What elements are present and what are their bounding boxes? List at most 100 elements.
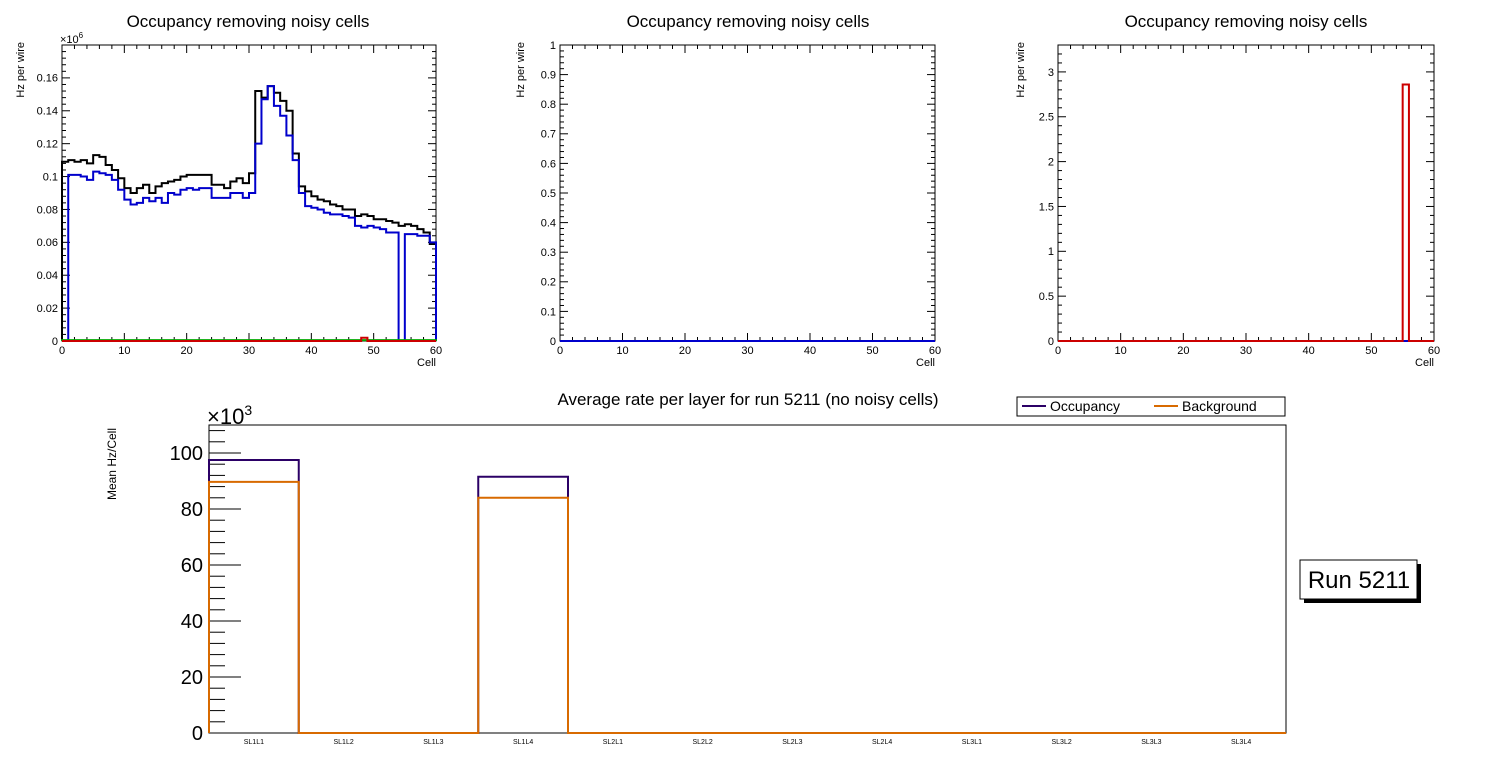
y-tick-label: 0.12 xyxy=(37,139,58,151)
series-group xyxy=(1058,83,1434,342)
y-tick-label: 0 xyxy=(1048,336,1054,348)
exponent-power: 3 xyxy=(244,402,252,418)
x-tick-label: 30 xyxy=(243,345,255,357)
x-tick-label: 40 xyxy=(305,345,317,357)
y-tick-label: 0.08 xyxy=(37,204,58,216)
y-tick-label: 0.04 xyxy=(37,270,58,282)
y-exponent-label: ×106 xyxy=(60,31,84,46)
y-tick-label: 40 xyxy=(181,611,203,633)
x-tick-label: 30 xyxy=(741,345,753,357)
x-tick-label: 60 xyxy=(1428,345,1440,357)
pad-top-right: Occupancy removing noisy cells Hz per wi… xyxy=(1015,12,1440,369)
legend-label-background: Background xyxy=(1182,398,1257,414)
x-category-label: SL3L1 xyxy=(962,739,982,746)
y-tick-label: 3 xyxy=(1048,67,1054,79)
x-category-label: SL1L1 xyxy=(244,739,264,746)
pad-top-middle: Occupancy removing noisy cells Hz per wi… xyxy=(515,12,941,369)
series-background xyxy=(208,480,1286,734)
y-tick-label: 1 xyxy=(550,40,556,52)
x-axis-label: Cell xyxy=(417,357,436,369)
x-category-label: SL3L4 xyxy=(1231,739,1251,746)
y-tick-label: 0 xyxy=(192,723,203,745)
x-tick-label: 60 xyxy=(929,345,941,357)
y-tick-label: 100 xyxy=(170,443,203,465)
x-category-label: SL2L4 xyxy=(872,739,892,746)
x-tick-label: 30 xyxy=(1240,345,1252,357)
y-tick-label: 1 xyxy=(1048,246,1054,258)
y-axis-label: Mean Hz/Cell xyxy=(105,428,119,500)
x-category-label: SL1L3 xyxy=(423,739,443,746)
x-category-label: SL1L2 xyxy=(334,739,354,746)
y-axis-label: Hz per wire xyxy=(515,42,527,98)
x-tick-label: 10 xyxy=(616,345,628,357)
chart-title: Occupancy removing noisy cells xyxy=(127,12,370,31)
y-tick-label: 0.1 xyxy=(541,306,556,318)
legend-label-occupancy: Occupancy xyxy=(1050,398,1120,414)
x-tick-label: 20 xyxy=(181,345,193,357)
y-tick-label: 0.8 xyxy=(541,99,556,111)
y-tick-label: 20 xyxy=(181,667,203,689)
y-tick-label: 1.5 xyxy=(1039,201,1054,213)
axis-ticks: 0 20 40 60 80 100 SL1L1 SL1L2 SL1L3 SL1L4 SL2L1 SL2… xyxy=(170,430,1251,746)
x-tick-label: 0 xyxy=(557,345,563,357)
y-tick-label: 0.06 xyxy=(37,237,58,249)
x-tick-label: 40 xyxy=(1303,345,1315,357)
series-noise-red xyxy=(62,336,436,342)
x-axis-label: Cell xyxy=(1415,357,1434,369)
chart-title: Occupancy removing noisy cells xyxy=(1125,12,1368,31)
x-tick-label: 50 xyxy=(368,345,380,357)
y-tick-label: 0 xyxy=(550,336,556,348)
x-tick-label: 0 xyxy=(1055,345,1061,357)
series-total xyxy=(61,85,437,341)
x-tick-label: 20 xyxy=(679,345,691,357)
run-label: Run 5211 xyxy=(1308,567,1410,594)
y-tick-label: 0.02 xyxy=(37,303,58,315)
x-tick-label: 0 xyxy=(59,345,65,357)
x-tick-label: 40 xyxy=(804,345,816,357)
axis-ticks: 00.511.522.530 10 20 30 40 50 60 xyxy=(1039,44,1440,357)
pad-top-left: Occupancy removing noisy cells Hz per wi… xyxy=(15,12,442,369)
y-tick-label: 0.6 xyxy=(541,158,556,170)
y-tick-label: 0 xyxy=(52,336,58,348)
chart-title: Average rate per layer for run 5211 (no … xyxy=(557,390,938,409)
exponent-base: ×10 xyxy=(60,34,79,46)
x-category-label: SL2L2 xyxy=(693,739,713,746)
axis-ticks: 00.10.20.30.40.50.60.70.80.910 10 20 30 40 50… xyxy=(541,40,941,357)
y-tick-label: 0.16 xyxy=(37,73,58,85)
series-noisy xyxy=(1058,83,1434,342)
series-group xyxy=(61,85,437,342)
x-tick-label: 10 xyxy=(1115,345,1127,357)
y-tick-label: 0.2 xyxy=(541,277,556,289)
legend: Occupancy Background xyxy=(1016,396,1286,417)
run-label-frame xyxy=(1299,559,1418,600)
y-axis-label: Hz per wire xyxy=(15,42,27,98)
x-tick-label: 60 xyxy=(430,345,442,357)
x-axis-label: Cell xyxy=(916,357,935,369)
series-signal xyxy=(62,85,437,342)
y-tick-label: 0.4 xyxy=(541,217,556,229)
x-tick-label: 10 xyxy=(118,345,130,357)
y-tick-label: 0.1 xyxy=(43,171,58,183)
exponent-power: 6 xyxy=(79,31,84,40)
x-category-label: SL3L3 xyxy=(1141,739,1161,746)
y-tick-label: 0.5 xyxy=(541,188,556,200)
y-tick-label: 2 xyxy=(1048,156,1054,168)
x-tick-label: 50 xyxy=(1365,345,1377,357)
x-tick-label: 20 xyxy=(1177,345,1189,357)
y-tick-label: 0.5 xyxy=(1039,291,1054,303)
axis-ticks: 0 0.02 0.04 0.06 0.08 0.1 0.12 0.14 0.16 0 10 20 30 4… xyxy=(37,44,442,357)
x-category-label: SL1L4 xyxy=(513,739,533,746)
y-tick-label: 80 xyxy=(181,499,203,521)
series-group xyxy=(208,459,1286,734)
y-tick-label: 0.7 xyxy=(541,129,556,141)
x-category-label: SL2L1 xyxy=(603,739,623,746)
y-tick-label: 0.9 xyxy=(541,69,556,81)
x-tick-label: 50 xyxy=(866,345,878,357)
y-axis-label: Hz per wire xyxy=(1015,42,1027,98)
y-tick-label: 60 xyxy=(181,555,203,577)
x-category-label: SL2L3 xyxy=(782,739,802,746)
legend-frame xyxy=(1016,396,1286,417)
chart-title: Occupancy removing noisy cells xyxy=(627,12,870,31)
